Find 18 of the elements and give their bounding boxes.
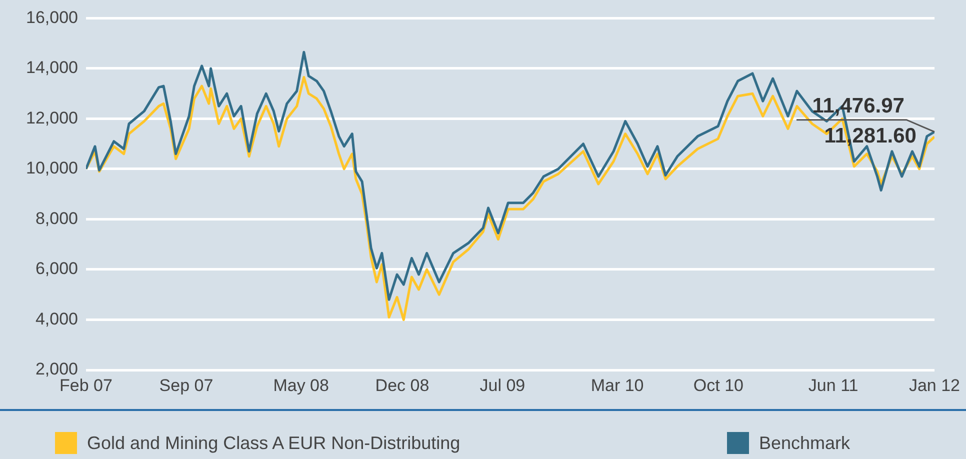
- legend-label: Benchmark: [759, 432, 850, 454]
- x-tick-label: May 08: [273, 376, 329, 395]
- x-tick-label: Dec 08: [375, 376, 430, 395]
- y-tick-label: 4,000: [35, 309, 78, 328]
- x-tick-label: Jan 12: [908, 376, 960, 395]
- x-tick-label: Jun 11: [808, 376, 858, 395]
- y-tick-label: 14,000: [26, 58, 78, 78]
- y-tick-label: 10,000: [26, 158, 78, 178]
- x-tick-label: Sep 07: [159, 376, 214, 395]
- x-tick-label: Mar 10: [590, 376, 644, 395]
- y-tick-label: 6,000: [35, 259, 78, 278]
- y-tick-label: 16,000: [26, 8, 78, 27]
- annotation: 11,476.97: [812, 94, 904, 118]
- x-tick-label: Jul 09: [480, 376, 526, 395]
- legend-label: Gold and Mining Class A EUR Non-Distributing: [87, 432, 460, 454]
- y-tick-label: 8,000: [35, 208, 78, 228]
- x-tick-label: Oct 10: [693, 376, 744, 395]
- y-tick-label: 12,000: [26, 108, 78, 128]
